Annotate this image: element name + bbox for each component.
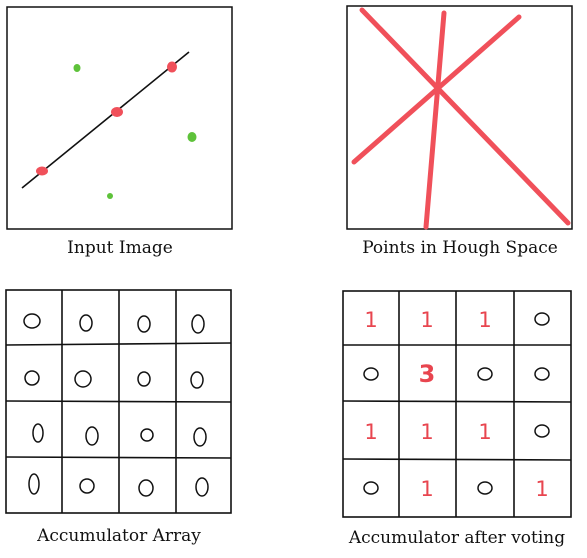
accumulator-panel bbox=[5, 288, 233, 516]
accumulator-voted-caption: Accumulator after voting bbox=[348, 528, 566, 548]
accumulator-grid-lines bbox=[5, 289, 232, 514]
voted-cell-3-1: 1 bbox=[420, 477, 433, 501]
accumulator-grid bbox=[5, 289, 232, 514]
voted-cell-2-2: 1 bbox=[478, 420, 491, 444]
hough-curve-2 bbox=[423, 10, 447, 230]
voted-cell-0-3 bbox=[534, 312, 550, 326]
accumulator-voted-panel: 1 1 1 3 1 1 1 1 1 bbox=[341, 289, 573, 519]
acc-cell-3-0 bbox=[28, 473, 40, 495]
voted-cell-0-1: 1 bbox=[420, 308, 433, 332]
acc-cell-0-3 bbox=[191, 314, 205, 334]
noise-point-3 bbox=[107, 193, 113, 199]
accumulator-voted-grid: 1 1 1 3 1 1 1 1 1 bbox=[342, 290, 572, 518]
voted-cell-0-2: 1 bbox=[478, 308, 491, 332]
voted-cell-1-1: 3 bbox=[419, 360, 436, 388]
input-image-frame bbox=[6, 6, 233, 230]
input-image-caption: Input Image bbox=[67, 238, 173, 258]
acc-cell-0-1 bbox=[79, 314, 93, 332]
acc-cell-3-2 bbox=[138, 479, 154, 497]
voted-cell-2-3 bbox=[534, 424, 550, 438]
edge-point-3 bbox=[167, 61, 177, 73]
acc-cell-1-0 bbox=[24, 370, 40, 386]
hough-space-panel bbox=[346, 5, 574, 231]
input-image-panel bbox=[6, 6, 234, 231]
accumulator-caption: Accumulator Array bbox=[37, 526, 201, 546]
voted-cell-3-3: 1 bbox=[535, 477, 548, 501]
noise-point-1 bbox=[73, 64, 81, 72]
voted-cell-3-0 bbox=[363, 481, 379, 495]
acc-cell-1-1 bbox=[74, 370, 92, 388]
accumulator-voted-grid-lines bbox=[342, 290, 572, 518]
acc-cell-3-1 bbox=[79, 478, 95, 494]
hough-space-caption: Points in Hough Space bbox=[362, 238, 558, 258]
acc-cell-1-3 bbox=[190, 371, 204, 389]
acc-cell-2-3 bbox=[193, 427, 207, 447]
voted-cell-2-0: 1 bbox=[364, 420, 377, 444]
accumulator-zero-cells bbox=[23, 313, 209, 497]
acc-cell-2-1 bbox=[85, 426, 99, 446]
acc-cell-1-2 bbox=[137, 371, 151, 387]
acc-cell-3-3 bbox=[195, 477, 209, 497]
hough-curve-3 bbox=[351, 14, 522, 165]
hough-space-canvas bbox=[346, 5, 573, 230]
accumulator-voted-cells: 1 1 1 3 1 1 1 1 1 bbox=[363, 308, 550, 501]
acc-cell-0-0 bbox=[23, 313, 41, 329]
edge-point-1 bbox=[36, 166, 48, 176]
voted-cell-1-0 bbox=[363, 367, 379, 381]
edge-point-2 bbox=[111, 107, 123, 117]
hough-curve-1 bbox=[359, 7, 571, 226]
acc-cell-2-0 bbox=[32, 423, 44, 443]
acc-cell-2-2 bbox=[140, 428, 154, 442]
voted-cell-3-2 bbox=[477, 481, 493, 495]
input-image-canvas bbox=[6, 6, 233, 230]
acc-cell-0-2 bbox=[137, 315, 151, 333]
voted-cell-0-0: 1 bbox=[364, 308, 377, 332]
voted-cell-1-3 bbox=[534, 367, 550, 381]
fitted-line bbox=[21, 51, 190, 189]
noise-point-2 bbox=[187, 132, 197, 142]
voted-cell-2-1: 1 bbox=[420, 420, 433, 444]
voted-cell-1-2 bbox=[477, 367, 493, 381]
